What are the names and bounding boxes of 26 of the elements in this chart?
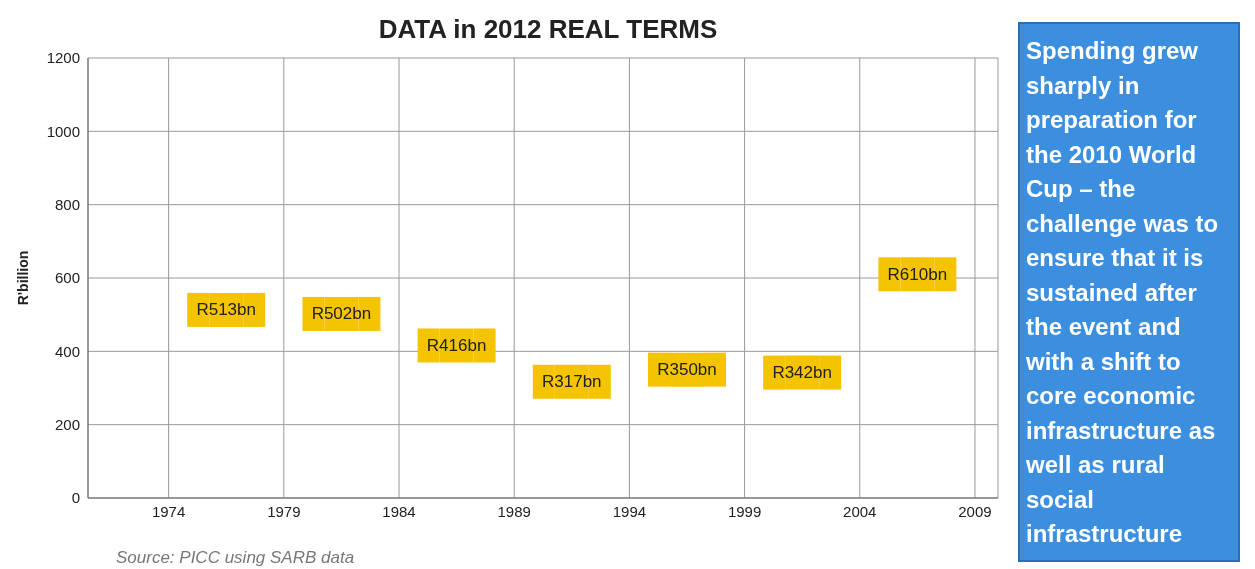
x-tick-label: 1994: [612, 502, 647, 520]
data-label: R350bn: [657, 360, 717, 380]
y-tick-label: 1200: [46, 49, 80, 67]
x-tick-label: 1989: [497, 502, 531, 520]
data-label: R502bn: [311, 304, 372, 324]
data-label: R416bn: [426, 335, 487, 355]
chart-title: DATA in 2012 REAL TERMS: [377, 14, 719, 45]
x-tick-label: 2009: [958, 502, 992, 520]
text: Spending grew sharply in preparation for the 2010 World Cup – the challenge was to ensure that it is sustained after the event and with a shift to core economic infrastructure as well as rural social infrastructure: [1026, 37, 1219, 547]
x-tick-label: 1979: [267, 502, 301, 520]
data-label: R342bn: [772, 363, 832, 383]
data-label: R317bn: [542, 372, 602, 392]
y-tick-label: 1000: [46, 122, 80, 140]
data-label: R513bn: [196, 300, 257, 320]
x-tick-label: 2004: [843, 502, 877, 520]
source-note: Source: PICC using SARB data: [116, 548, 355, 568]
y-tick-label: 0: [71, 489, 80, 507]
y-tick-label: 400: [54, 342, 80, 360]
x-tick-label: 1984: [382, 502, 416, 520]
y-tick-label: 800: [54, 195, 80, 213]
y-tick-label: 600: [54, 269, 80, 287]
y-tick-label: 200: [54, 415, 80, 433]
y-axis-title: R'billion: [14, 250, 31, 306]
x-tick-label: 1974: [151, 502, 186, 520]
x-tick-label: 1999: [727, 502, 762, 520]
data-label: R610bn: [887, 264, 948, 284]
